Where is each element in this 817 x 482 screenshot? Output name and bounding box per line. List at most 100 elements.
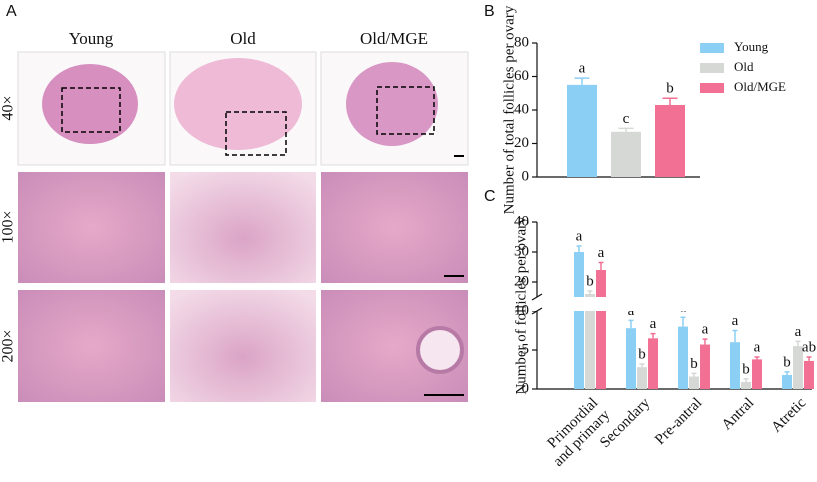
bar xyxy=(574,252,584,389)
error-bar xyxy=(702,338,708,345)
bar xyxy=(678,326,688,389)
row-label: 100× xyxy=(0,210,17,243)
legend-label: Old/MGE xyxy=(734,79,786,94)
histology-panel xyxy=(17,51,469,402)
error-bar xyxy=(795,340,801,347)
significance-letter: a xyxy=(576,228,583,244)
error-bar xyxy=(576,245,582,252)
error-bar xyxy=(639,363,645,368)
zoom-box xyxy=(61,87,121,133)
bar xyxy=(741,381,751,389)
bar xyxy=(752,359,762,389)
image xyxy=(18,172,165,283)
follicle xyxy=(416,326,464,374)
significance-letter: ab xyxy=(802,339,816,355)
bar xyxy=(637,367,647,389)
significance-letter: c xyxy=(623,111,630,127)
error-bar xyxy=(598,261,604,270)
image xyxy=(321,172,468,283)
panel-label: B xyxy=(484,3,495,20)
y-tick-label: 20 xyxy=(514,135,529,151)
legend-swatch xyxy=(700,83,724,93)
row-label: 200× xyxy=(0,329,17,362)
y-tick-label: 20 xyxy=(514,273,529,289)
significance-letter: b xyxy=(783,354,791,370)
significance-letter: b xyxy=(638,346,646,362)
bar xyxy=(585,294,595,389)
error-bar xyxy=(732,329,738,343)
y-axis-label: Number of follicles per ovary xyxy=(513,216,529,395)
y-axis-label: Number of total follicles per ovary xyxy=(501,5,517,214)
significance-letter: b xyxy=(666,81,674,97)
y-tick-label: 0 xyxy=(522,380,530,396)
y-tick-label: 60 xyxy=(514,68,529,84)
bar xyxy=(596,270,606,389)
bar xyxy=(611,131,641,177)
bar xyxy=(626,328,636,389)
error-bar xyxy=(691,372,697,377)
significance-letter: b xyxy=(586,273,594,289)
y-tick-label: 10 xyxy=(514,302,529,318)
error-bar xyxy=(754,356,760,360)
significance-letter: a xyxy=(650,316,657,332)
x-tick-label: Pre-antral xyxy=(652,395,705,448)
bar xyxy=(730,342,740,389)
error-bar xyxy=(806,356,812,361)
row-label: 40× xyxy=(0,95,17,120)
y-tick-label: 0 xyxy=(522,168,530,184)
image xyxy=(18,290,165,402)
bar xyxy=(804,360,814,389)
bar xyxy=(782,374,792,389)
significance-letter: a xyxy=(732,313,739,329)
column-label: Old xyxy=(230,29,256,48)
bar xyxy=(700,344,710,389)
column-label: Young xyxy=(69,29,114,48)
panel-label: A xyxy=(6,3,17,20)
axis-break xyxy=(531,297,814,311)
error-bar xyxy=(650,332,656,339)
significance-letter: b xyxy=(690,356,698,372)
error-bar xyxy=(618,127,634,132)
error-bar xyxy=(587,290,593,294)
legend-label: Young xyxy=(734,39,769,54)
bar xyxy=(648,338,658,389)
tissue xyxy=(42,64,138,144)
bar xyxy=(567,84,597,177)
legend-label: Old xyxy=(734,59,754,74)
error-bar xyxy=(680,316,686,327)
significance-letter: a xyxy=(579,61,586,77)
zoom-box xyxy=(376,86,435,135)
error-bar xyxy=(628,319,634,329)
y-tick-label: 80 xyxy=(514,34,529,50)
image xyxy=(170,290,316,402)
tissue xyxy=(346,62,438,146)
significance-letter: a xyxy=(702,322,709,338)
legend-swatch xyxy=(700,63,724,73)
legend-swatch xyxy=(700,43,724,53)
error-bar xyxy=(784,371,790,375)
y-tick-label: 30 xyxy=(514,243,529,259)
image xyxy=(170,172,316,283)
break-mark xyxy=(531,307,543,315)
x-tick-label: Antral xyxy=(719,395,757,433)
significance-letter: a xyxy=(795,324,802,340)
y-tick-label: 5 xyxy=(522,341,530,357)
significance-letter: a xyxy=(754,339,761,355)
bar xyxy=(793,346,803,389)
zoom-box xyxy=(225,111,287,156)
column-label: Old/MGE xyxy=(360,29,428,48)
x-tick-label: Atretic xyxy=(768,395,809,436)
bar xyxy=(689,376,699,389)
significance-letter: b xyxy=(742,361,750,377)
bar xyxy=(655,104,685,177)
tissue xyxy=(174,58,302,150)
significance-letter: a xyxy=(598,245,605,261)
break-mark xyxy=(531,293,543,301)
error-bar xyxy=(574,77,590,85)
y-tick-label: 40 xyxy=(514,101,529,117)
error-bar xyxy=(743,378,749,382)
panel-label: C xyxy=(484,188,496,205)
error-bar xyxy=(662,97,678,105)
y-tick-label: 40 xyxy=(514,213,529,229)
